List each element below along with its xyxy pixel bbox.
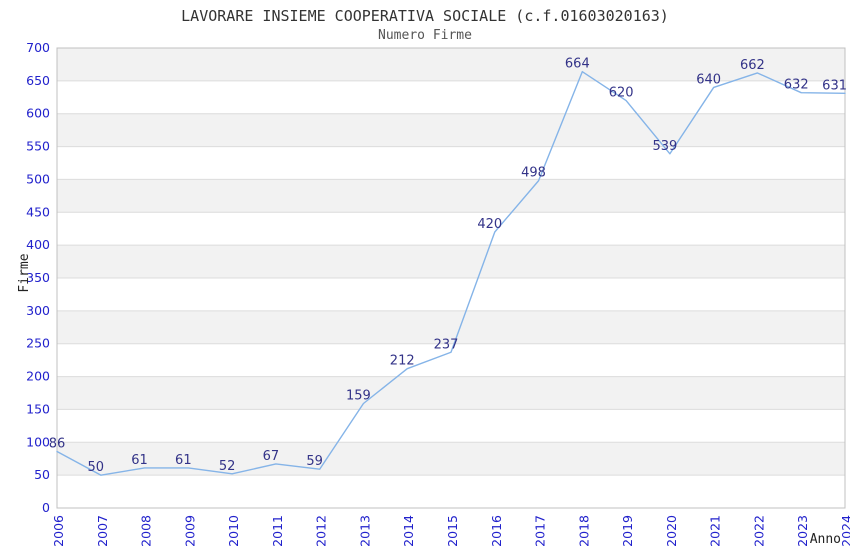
x-tick-label: 2011: [270, 515, 285, 547]
grid-band: [57, 310, 845, 344]
x-axis-title: Anno: [810, 532, 841, 547]
y-tick-label: 350: [26, 270, 50, 285]
data-label: 498: [521, 166, 546, 181]
y-tick-label: 300: [26, 303, 50, 318]
x-tick-label: 2020: [664, 515, 679, 547]
data-label: 59: [306, 454, 323, 469]
data-label: 52: [219, 459, 236, 474]
data-label: 631: [822, 78, 847, 93]
data-label: 640: [696, 72, 721, 87]
x-tick-label: 2012: [314, 515, 329, 547]
y-tick-label: 450: [26, 204, 50, 219]
y-tick-label: 550: [26, 139, 50, 154]
data-label: 237: [434, 337, 459, 352]
x-tick-label: 2013: [357, 515, 372, 547]
grid-band: [57, 278, 845, 311]
y-tick-label: 150: [26, 401, 50, 416]
x-tick-label: 2009: [182, 515, 197, 547]
y-tick-label: 650: [26, 73, 50, 88]
x-tick-label: 2023: [795, 515, 810, 547]
x-tick-label: 2008: [139, 515, 154, 547]
y-tick-label: 500: [26, 171, 50, 186]
y-tick-label: 50: [34, 467, 50, 482]
y-tick-label: 200: [26, 369, 50, 384]
x-tick-label: 2018: [576, 515, 591, 547]
x-tick-label: 2016: [489, 515, 504, 547]
x-tick-label: 2014: [401, 515, 416, 547]
x-tick-label: 2022: [751, 515, 766, 547]
data-label: 420: [477, 217, 502, 232]
y-tick-label: 700: [26, 40, 50, 55]
x-tick-label: 2021: [708, 515, 723, 547]
data-label: 61: [175, 453, 192, 468]
grid-band: [57, 343, 845, 377]
grid-band: [57, 475, 845, 508]
y-tick-label: 600: [26, 106, 50, 121]
x-tick-label: 2006: [51, 515, 66, 547]
chart-title: LAVORARE INSIEME COOPERATIVA SOCIALE (c.…: [181, 7, 669, 25]
data-label: 632: [784, 78, 809, 93]
data-label: 61: [131, 453, 148, 468]
plot-border: [56, 47, 846, 509]
grid-band: [57, 146, 845, 180]
x-tick-label: 2017: [533, 515, 548, 547]
grid-band: [57, 376, 845, 410]
grid-band: [57, 245, 845, 278]
grid-band: [57, 113, 845, 147]
y-tick-label: 400: [26, 237, 50, 252]
x-tick-label: 2019: [620, 515, 635, 547]
y-axis-title: Firme: [17, 253, 32, 292]
data-label: 664: [565, 57, 590, 72]
data-label: 662: [740, 58, 765, 73]
data-label: 50: [88, 460, 105, 475]
series-line: [56, 70, 846, 476]
x-tick-label: 2024: [839, 515, 850, 547]
data-label: 539: [652, 139, 677, 154]
grid-band: [57, 442, 845, 476]
data-label: 86: [49, 436, 66, 451]
data-label: 67: [263, 449, 280, 464]
y-tick-label: 0: [42, 500, 50, 515]
data-label: 159: [346, 389, 371, 404]
x-tick-label: 2007: [95, 515, 110, 547]
grid-band: [57, 409, 845, 443]
data-label: 212: [390, 354, 415, 369]
x-tick-label: 2010: [226, 515, 241, 547]
plot-area: 0 50 100 150 200 250 300 350 400 450 500 550 600 650 7…: [26, 40, 850, 547]
grid-band: [57, 212, 845, 246]
chart-subtitle: Numero Firme: [378, 28, 472, 43]
grid-band: [57, 48, 845, 81]
y-tick-label: 100: [26, 434, 50, 449]
grid-band: [57, 179, 845, 213]
x-tick-label: 2015: [445, 515, 460, 547]
grid-band: [57, 80, 845, 114]
y-tick-label: 250: [26, 336, 50, 351]
data-label: 620: [609, 86, 634, 101]
